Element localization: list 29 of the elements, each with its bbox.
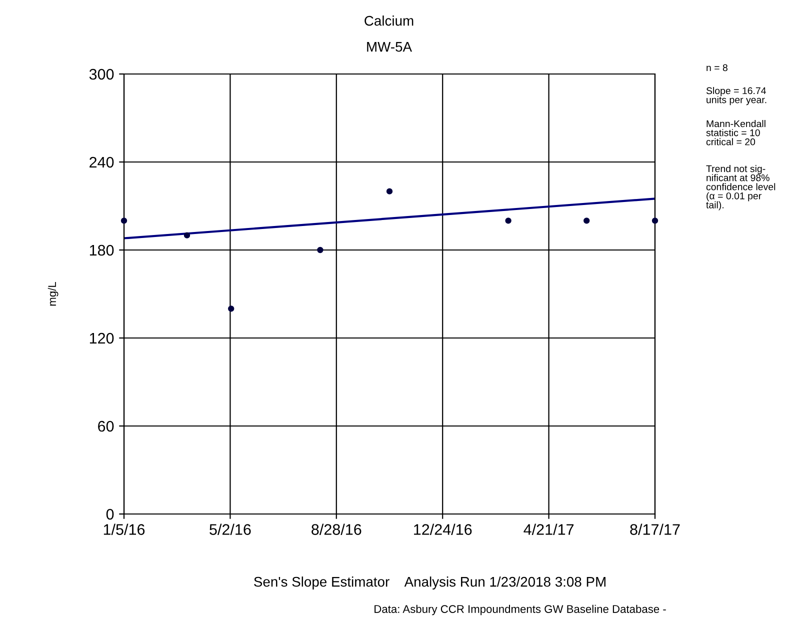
x-tick-label: 8/28/16 — [312, 524, 362, 535]
point — [317, 246, 324, 254]
x-tick-label: 12/24/16 — [414, 524, 472, 535]
point — [184, 232, 190, 238]
y-tick-label: 300 — [89, 68, 114, 80]
x-tick-label: 1/5/16 — [104, 524, 145, 535]
y-tick-label: 0 — [106, 508, 114, 520]
x-tick-label: 8/17/17 — [630, 524, 680, 535]
point — [386, 188, 393, 194]
y-axis-title: mg/L — [48, 282, 58, 306]
text: Slope = 16.74 units per year. — [706, 87, 766, 106]
point — [652, 218, 658, 224]
point — [228, 306, 234, 312]
y-tick-label: 180 — [90, 244, 114, 256]
point — [120, 218, 128, 224]
x-tick-label: 5/2/16 — [210, 524, 251, 535]
chart-title: Calcium — [364, 16, 414, 26]
text: Mann-Kendall statistic = 10 critical = 20 — [706, 120, 766, 146]
text: Sen's Slope Estimator Analysis Run 1/23/2018 3:08 PM — [254, 576, 606, 590]
y-tick-label: 120 — [90, 332, 114, 344]
text: Data: Asbury CCR Impoundments GW Baseline Database - — [374, 604, 666, 616]
x-tick-label: 4/21/17 — [524, 524, 574, 535]
text: n = 8 — [706, 64, 728, 72]
chart-subtitle: MW-5A — [367, 42, 412, 52]
y-tick-label: 240 — [90, 156, 114, 168]
point — [505, 218, 512, 224]
point — [584, 218, 590, 224]
y-tick-label: 60 — [98, 420, 114, 432]
text: Trend not sig- nificant at 98% confidence level (α = 0.01 per tail). — [706, 165, 776, 210]
